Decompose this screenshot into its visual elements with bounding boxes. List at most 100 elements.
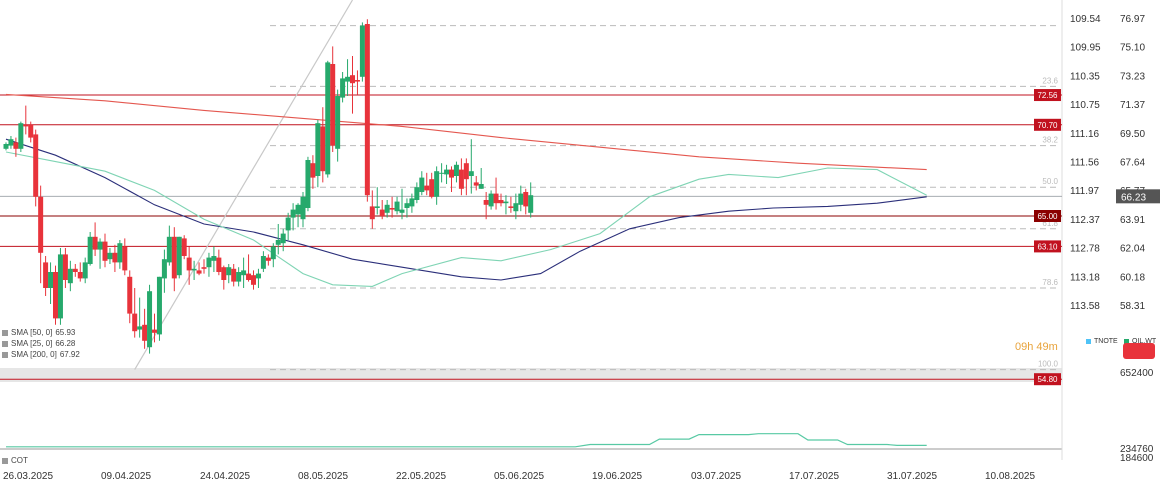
horizontal-levels: 72.56 70.70 65.00 63.10 54.80 <box>0 89 1062 386</box>
candle-body <box>503 201 509 204</box>
instrument-badge[interactable] <box>1123 343 1155 359</box>
cot-tick: 234760 <box>1120 444 1154 455</box>
fib-level-label: 38.2 <box>1042 136 1058 145</box>
price-axis: 109.54 76.97 109.95 75.10 110.35 73.23 110.75 7… <box>1070 14 1160 312</box>
candle-body <box>399 209 405 213</box>
sma-line <box>5 151 927 287</box>
indicator-settings-icon[interactable] <box>2 351 8 358</box>
candle-body <box>147 291 153 348</box>
candle-body <box>255 273 261 279</box>
price-level-tag <box>1034 89 1061 102</box>
candle-body <box>236 272 242 282</box>
price-level-tag <box>1034 210 1061 222</box>
indicator-settings-icon[interactable] <box>2 457 8 464</box>
sma-legend-50[interactable]: SMA [50, 0] 65.93 <box>2 328 75 337</box>
instrument-tag-oil[interactable]: OIL.WT <box>1124 338 1156 345</box>
candle-body <box>350 75 355 84</box>
candle-body <box>345 76 351 82</box>
candle-body <box>38 196 44 253</box>
candle-body <box>251 275 256 285</box>
left-price-tick: 109.54 <box>1070 14 1101 25</box>
candle-body <box>354 80 360 82</box>
candle-body <box>48 272 54 288</box>
candle-body <box>72 268 78 272</box>
left-price-tick: 112.78 <box>1070 244 1100 255</box>
candle-body <box>444 169 450 175</box>
fib-level-label: 100.0 <box>1038 360 1059 369</box>
candle-body <box>449 169 454 178</box>
date-tick: 05.06.2025 <box>494 471 544 482</box>
candle-body <box>453 164 459 176</box>
price-level-value: 70.70 <box>1037 121 1058 130</box>
candle-body <box>310 163 316 178</box>
candle-body <box>62 254 68 280</box>
candle-body <box>181 238 187 256</box>
current-price-value: 66.23 <box>1121 192 1146 203</box>
right-price-tick: 69.50 <box>1120 129 1145 140</box>
price-level-tag <box>1034 373 1061 386</box>
cot-legend[interactable]: COT <box>2 456 28 465</box>
date-tick: 19.06.2025 <box>592 471 642 482</box>
panel-separator <box>0 368 1062 382</box>
candle-body <box>300 196 306 220</box>
price-level-tag <box>1034 118 1061 131</box>
candle-body <box>434 171 440 197</box>
candle-body <box>152 329 157 333</box>
candle-body <box>176 236 182 276</box>
series-color-swatch <box>1124 339 1129 344</box>
cot-label: COT <box>11 456 28 465</box>
price-level-value: 63.10 <box>1037 242 1058 251</box>
candle-body <box>137 326 143 330</box>
candle-body <box>429 179 435 197</box>
candle-body <box>518 193 524 205</box>
sma-legend-value: 67.92 <box>59 350 80 359</box>
trendline <box>134 0 354 370</box>
candle-body <box>340 78 346 98</box>
candle-body <box>33 134 39 197</box>
date-tick: 26.03.2025 <box>3 471 53 482</box>
candle-body <box>419 177 425 192</box>
candle-body <box>369 206 375 220</box>
candle-body <box>424 185 430 191</box>
candle-body <box>102 241 108 261</box>
instrument-tag-tnote[interactable]: TNOTE <box>1086 338 1118 345</box>
candle-body <box>142 324 148 341</box>
date-axis: 26.03.2025 09.04.2025 24.04.2025 08.05.2025… <box>3 471 1035 482</box>
candle-body <box>231 268 237 282</box>
candle-body <box>439 172 445 174</box>
indicator-settings-icon[interactable] <box>2 340 8 347</box>
candle-body <box>23 124 29 127</box>
sma-legend-label: SMA [25, 0] <box>11 339 53 348</box>
fib-level-label: 61.8 <box>1042 219 1058 228</box>
date-tick: 22.05.2025 <box>396 471 446 482</box>
candle-countdown: 09h 49m <box>1015 341 1058 353</box>
candle-body <box>280 233 286 244</box>
candle-body <box>13 142 19 149</box>
right-price-tick: 71.37 <box>1120 100 1145 111</box>
candle-body <box>246 273 252 280</box>
cot-tick: 184600 <box>1120 453 1154 464</box>
series-color-swatch <box>1086 339 1091 344</box>
right-price-tick: 63.91 <box>1120 215 1145 226</box>
sma-legend-200[interactable]: SMA [200, 0] 67.92 <box>2 350 80 359</box>
fibonacci-retracement: 23.6 38.2 50.0 61.8 78.6 100.0 <box>270 25 1060 371</box>
date-tick: 24.04.2025 <box>200 471 250 482</box>
date-tick: 08.05.2025 <box>298 471 348 482</box>
candle-body <box>211 256 217 261</box>
candle-body <box>409 198 415 207</box>
sma-legend-25[interactable]: SMA [25, 0] 66.28 <box>2 339 75 348</box>
candle-body <box>275 240 281 245</box>
candle-body <box>270 246 276 260</box>
candle-body <box>43 262 49 288</box>
candle-body <box>305 160 311 208</box>
cot-tick: 652400 <box>1120 368 1154 379</box>
sma-line <box>5 93 927 171</box>
candle-body <box>18 123 24 149</box>
indicator-settings-icon[interactable] <box>2 329 8 336</box>
cot-line <box>6 433 927 448</box>
candle-body <box>285 217 291 231</box>
candle-body <box>335 96 341 149</box>
candle-body <box>414 187 420 200</box>
right-price-tick: 58.31 <box>1120 301 1145 312</box>
